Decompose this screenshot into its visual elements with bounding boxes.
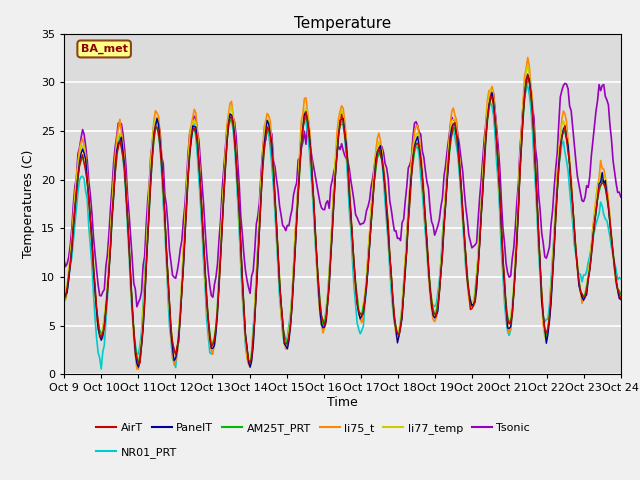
li75_t [60,300,68,305]
Line: PanelT: PanelT [64,75,621,367]
li75_t [134,366,142,372]
AM25T_PRT [60,292,68,298]
AM25T_PRT [228,117,236,122]
AirT [617,296,625,301]
AirT [524,73,532,79]
Tsonic [617,194,625,200]
Title: Temperature: Temperature [294,16,391,31]
Line: li77_temp: li77_temp [64,65,621,366]
PanelT [134,364,142,370]
AirT [589,235,596,241]
Tsonic [255,199,263,205]
PanelT [589,233,596,239]
li75_t [617,296,625,302]
PanelT [255,227,263,232]
Tsonic [305,136,313,142]
AM25T_PRT [617,291,625,297]
NR01_PRT [255,210,263,216]
NR01_PRT [130,329,138,335]
NR01_PRT [97,366,105,372]
PanelT [129,305,136,311]
li77_temp [305,128,313,133]
PanelT [617,297,625,302]
AirT [305,133,313,139]
AM25T_PRT [246,360,254,366]
Tsonic [228,114,236,120]
PanelT [246,364,254,370]
li75_t [255,214,263,219]
AirT [129,306,136,312]
li75_t [305,121,313,127]
Tsonic [60,257,68,263]
li77_temp [246,358,254,364]
li75_t [228,98,236,104]
li77_temp [589,228,596,233]
Tsonic [129,256,136,262]
Line: li75_t: li75_t [64,58,621,369]
NR01_PRT [60,296,68,301]
NR01_PRT [228,117,236,123]
Tsonic [589,138,596,144]
NR01_PRT [589,234,596,240]
Tsonic [133,304,141,310]
AM25T_PRT [129,300,136,305]
NR01_PRT [617,276,625,282]
li75_t [524,55,532,60]
NR01_PRT [305,144,313,150]
AM25T_PRT [134,362,142,368]
Text: BA_met: BA_met [81,44,127,54]
AirT [255,228,263,234]
li75_t [589,224,596,229]
PanelT [228,112,236,118]
Line: AirT: AirT [64,76,621,364]
li77_temp [134,363,142,369]
NR01_PRT [524,84,532,89]
Line: NR01_PRT: NR01_PRT [64,86,621,369]
PanelT [524,72,532,78]
li75_t [246,364,254,370]
Tsonic [524,72,532,77]
li77_temp [60,290,68,296]
li77_temp [255,213,263,218]
X-axis label: Time: Time [327,396,358,409]
AirT [246,359,254,365]
li77_temp [129,304,136,310]
AirT [134,361,142,367]
li77_temp [617,291,625,297]
AirT [60,292,68,298]
Legend: NR01_PRT: NR01_PRT [92,443,181,462]
PanelT [305,128,313,133]
Line: Tsonic: Tsonic [64,74,621,307]
NR01_PRT [246,363,254,369]
li77_temp [228,105,236,111]
li75_t [129,304,136,310]
PanelT [60,295,68,301]
AM25T_PRT [255,226,263,231]
AM25T_PRT [589,242,596,248]
AirT [228,113,236,119]
AM25T_PRT [305,132,313,138]
Y-axis label: Temperatures (C): Temperatures (C) [22,150,35,258]
Tsonic [246,290,254,296]
AM25T_PRT [524,76,532,82]
li77_temp [524,62,532,68]
Line: AM25T_PRT: AM25T_PRT [64,79,621,365]
